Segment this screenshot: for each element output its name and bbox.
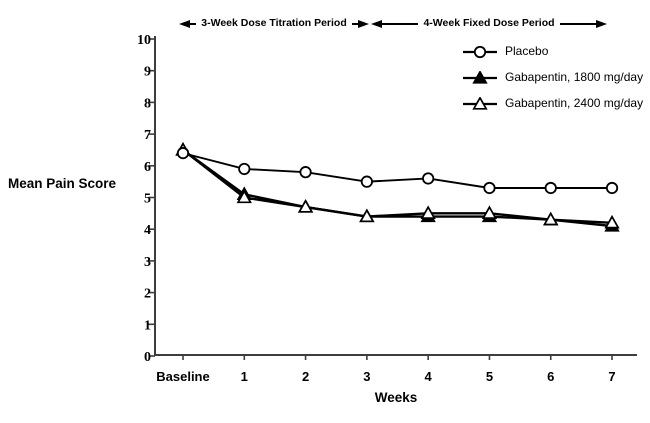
titration-period-label: 3-Week Dose Titration Period: [201, 17, 347, 29]
y-tick-label: 10: [137, 33, 151, 48]
open-circle-marker-icon: [544, 181, 557, 195]
open-circle-marker-icon: [473, 45, 487, 59]
x-tick-label: 4: [425, 369, 433, 384]
series-line: [182, 152, 613, 189]
x-tick-label: 5: [486, 369, 493, 384]
open-triangle-marker-icon: [472, 97, 488, 110]
open-circle-marker-icon: [299, 166, 312, 179]
x-tick-label: Baseline: [156, 369, 209, 384]
open-triangle-marker-icon: [604, 214, 620, 229]
y-tick-label: 9: [144, 65, 151, 80]
x-tick-label: 7: [608, 369, 615, 384]
x-tick-label: 6: [547, 369, 554, 384]
open-triangle-marker-icon: [463, 97, 497, 110]
open-triangle-marker-icon: [481, 205, 498, 219]
legend-entry-placebo: Placebo: [462, 44, 643, 59]
chart-legend: Placebo Gabapentin, 1800 mg/day Gabapent…: [462, 44, 644, 123]
y-tick-label: 0: [144, 350, 151, 365]
annotation-line: [382, 23, 419, 25]
filled-triangle-marker-icon: [472, 71, 488, 84]
legend-entry-gabapentin-2400: Gabapentin, 2400 mg/day: [462, 96, 644, 111]
open-circle-marker-icon: [360, 175, 373, 188]
open-circle-marker-icon: [483, 181, 496, 195]
y-tick-label: 6: [144, 160, 151, 175]
legend-label: Gabapentin, 1800 mg/day: [505, 70, 644, 84]
open-circle-marker-icon: [422, 172, 435, 185]
y-tick-label: 7: [144, 128, 151, 143]
open-triangle-marker-icon: [359, 208, 375, 223]
arrow-left-icon: [179, 20, 190, 28]
y-tick-label: 2: [144, 287, 151, 302]
arrow-right-icon: [358, 20, 370, 28]
open-circle-marker-icon: [176, 147, 190, 160]
open-circle-marker-icon: [605, 181, 619, 195]
y-tick-label: 4: [144, 223, 151, 238]
open-circle-marker-icon: [463, 45, 497, 59]
y-tick-label: 5: [144, 192, 151, 207]
y-axis-title: Mean Pain Score: [8, 176, 117, 191]
series-line: [182, 149, 613, 225]
open-circle-marker-icon: [238, 162, 251, 176]
legend-label: Gabapentin, 2400 mg/day: [505, 96, 644, 110]
x-axis-title: Weeks: [374, 390, 418, 405]
open-triangle-marker-icon: [236, 189, 252, 204]
open-triangle-marker-icon: [543, 211, 559, 226]
arrow-right-icon: [596, 20, 608, 28]
y-tick-label: 1: [144, 318, 151, 333]
annotation-line: [559, 23, 597, 25]
filled-triangle-marker-icon: [463, 71, 497, 84]
fixed-dose-period-label: 4-Week Fixed Dose Period: [423, 17, 555, 29]
fixed-dose-period-annotation: 4-Week Fixed Dose Period: [371, 17, 608, 31]
y-tick-label: 3: [144, 255, 151, 270]
legend-entry-gabapentin-1800: Gabapentin, 1800 mg/day: [462, 70, 644, 85]
y-tick-label: 8: [144, 96, 151, 111]
legend-label: Placebo: [505, 44, 549, 58]
annotation-line: [351, 23, 359, 25]
x-tick-label: 2: [302, 369, 309, 384]
open-triangle-marker-icon: [297, 199, 314, 213]
arrow-left-icon: [371, 20, 382, 28]
titration-period-annotation: 3-Week Dose Titration Period: [179, 17, 370, 31]
x-tick-label: 3: [363, 369, 370, 384]
x-tick-label: 1: [241, 369, 248, 384]
open-triangle-marker-icon: [420, 205, 436, 219]
annotation-line: [190, 23, 197, 25]
